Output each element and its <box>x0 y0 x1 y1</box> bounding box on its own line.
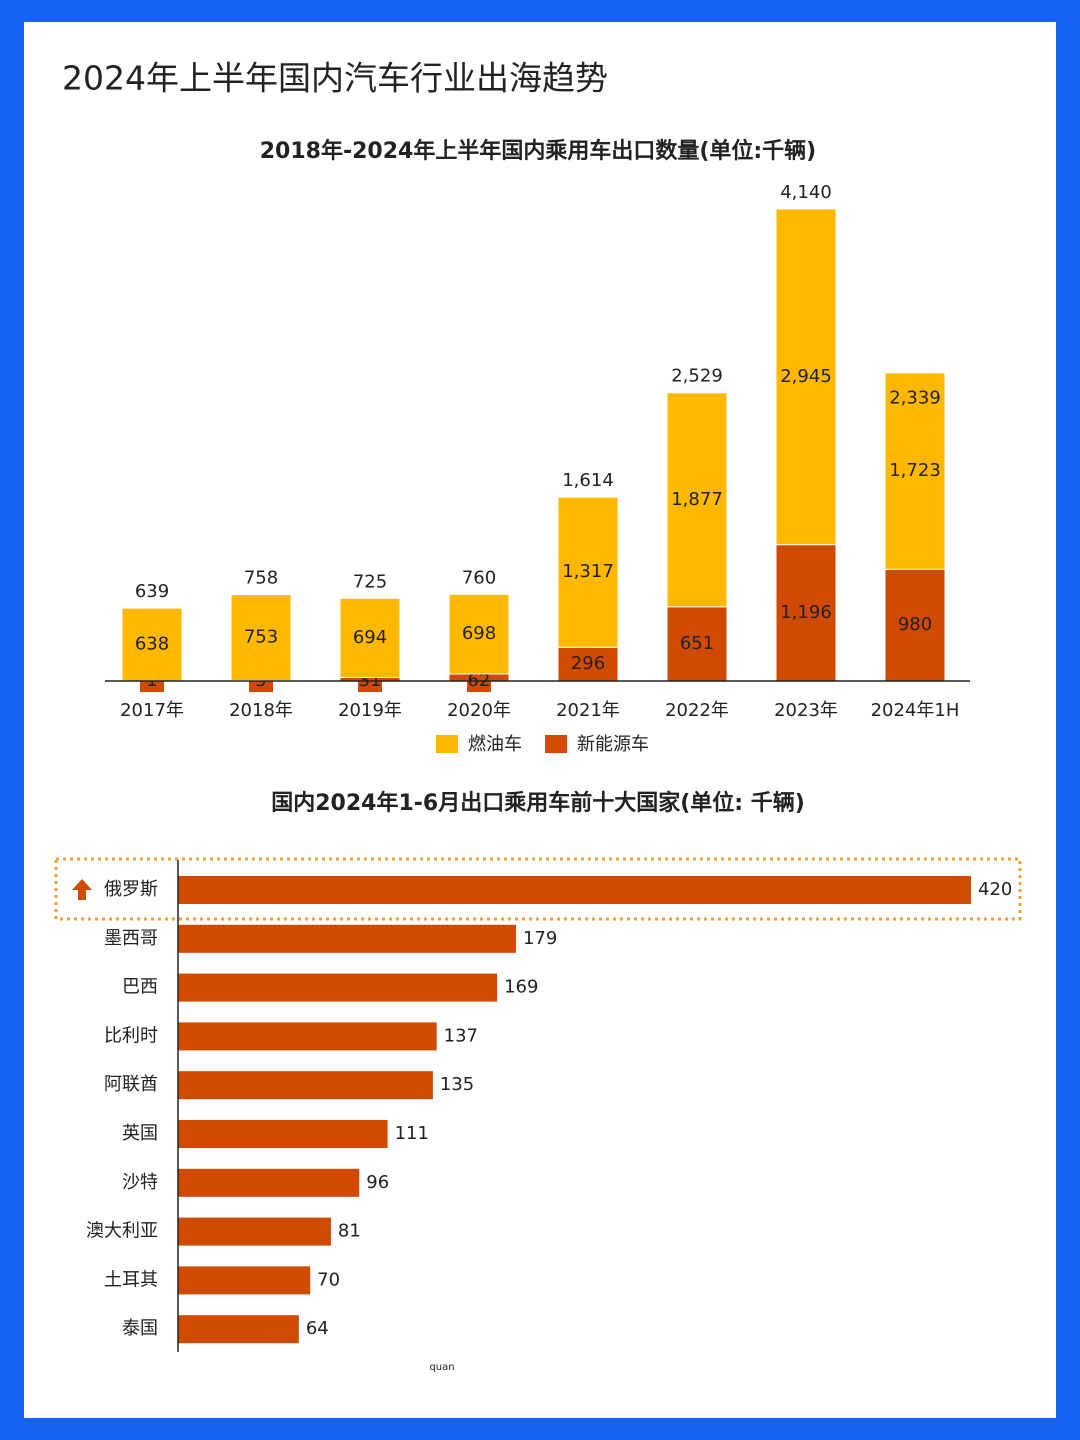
x-tick-label: 2020年 <box>447 700 511 721</box>
bar <box>178 924 516 953</box>
bar-segment <box>775 544 837 682</box>
legend-label: 燃油车 <box>468 734 522 755</box>
bar-segment <box>557 646 619 682</box>
bar-segment <box>230 594 292 681</box>
value-label: 64 <box>306 1318 329 1339</box>
value-label: 980 <box>898 614 932 635</box>
bar <box>178 876 971 904</box>
value-label: 96 <box>366 1172 389 1193</box>
bar-segment <box>339 597 401 678</box>
bar <box>178 1120 388 1148</box>
x-tick-label: 2017年 <box>120 700 184 721</box>
y-tick-label: 比利时 <box>104 1025 158 1046</box>
value-label: 179 <box>523 928 557 949</box>
arrow-icon <box>72 879 92 900</box>
total-label: 4,140 <box>780 182 832 203</box>
footnote: quan <box>429 1362 454 1373</box>
highlight-box <box>54 857 1022 921</box>
value-label: 111 <box>395 1123 429 1144</box>
y-tick-label: 沙特 <box>122 1172 158 1193</box>
bar <box>178 973 498 1002</box>
y-tick-label: 俄罗斯 <box>104 879 158 900</box>
legend-swatch <box>545 735 567 753</box>
bar-segment <box>557 496 619 648</box>
value-label: 651 <box>680 633 714 654</box>
value-label: 1,877 <box>671 489 723 510</box>
bar <box>178 1022 437 1051</box>
y-tick-label: 墨西哥 <box>104 928 158 949</box>
total-label: 760 <box>462 567 496 588</box>
bar <box>178 1217 331 1246</box>
value-label: 420 <box>978 879 1012 900</box>
legend-swatch <box>436 735 458 753</box>
total-label: 2,529 <box>671 366 723 387</box>
chart-title: 2018年-2024年上半年国内乘用车出口数量(单位:千辆) <box>260 138 817 164</box>
bar <box>178 1266 311 1295</box>
value-label: 1,317 <box>562 561 614 582</box>
bar <box>178 1071 433 1100</box>
value-label: 753 <box>244 627 278 648</box>
bar <box>178 1315 299 1344</box>
value-label: 1,196 <box>780 602 832 623</box>
x-tick-label: 2024年1H <box>871 700 960 721</box>
value-label: 70 <box>317 1269 340 1290</box>
legend-label: 新能源车 <box>577 734 649 755</box>
value-label: 638 <box>135 634 169 655</box>
y-tick-label: 英国 <box>122 1123 158 1144</box>
chart-title: 国内2024年1-6月出口乘用车前十大国家(单位: 千辆) <box>271 790 805 816</box>
bar-segment <box>884 568 946 682</box>
x-tick-label: 2018年 <box>229 700 293 721</box>
bar-segment <box>884 372 946 570</box>
value-label: 694 <box>353 627 387 648</box>
total-label: 2,339 <box>889 387 941 408</box>
value-label: 137 <box>444 1025 478 1046</box>
y-tick-label: 澳大利亚 <box>86 1221 158 1242</box>
value-label: 698 <box>462 623 496 644</box>
bar-segment <box>666 392 728 608</box>
value-label: 296 <box>571 653 605 674</box>
total-label: 1,614 <box>562 470 614 491</box>
x-tick-label: 2019年 <box>338 700 402 721</box>
y-tick-label: 泰国 <box>122 1318 158 1339</box>
x-tick-label: 2022年 <box>665 700 729 721</box>
value-label: 2,945 <box>780 366 832 387</box>
y-tick-label: 巴西 <box>122 977 158 998</box>
total-label: 639 <box>135 581 169 602</box>
x-tick-label: 2021年 <box>556 700 620 721</box>
bar-segment <box>775 208 837 546</box>
bar-segment <box>121 607 183 682</box>
value-label: 135 <box>440 1074 474 1095</box>
page-title: 2024年上半年国内汽车行业出海趋势 <box>62 59 608 98</box>
value-label: 81 <box>338 1221 361 1242</box>
y-tick-label: 阿联酋 <box>104 1074 158 1095</box>
value-label: 169 <box>504 977 538 998</box>
y-tick-label: 土耳其 <box>104 1269 158 1290</box>
total-label: 758 <box>244 568 278 589</box>
x-tick-label: 2023年 <box>774 700 838 721</box>
bar-segment <box>448 593 510 675</box>
bar <box>178 1168 360 1197</box>
value-label: 1,723 <box>889 460 941 481</box>
total-label: 725 <box>353 571 387 592</box>
